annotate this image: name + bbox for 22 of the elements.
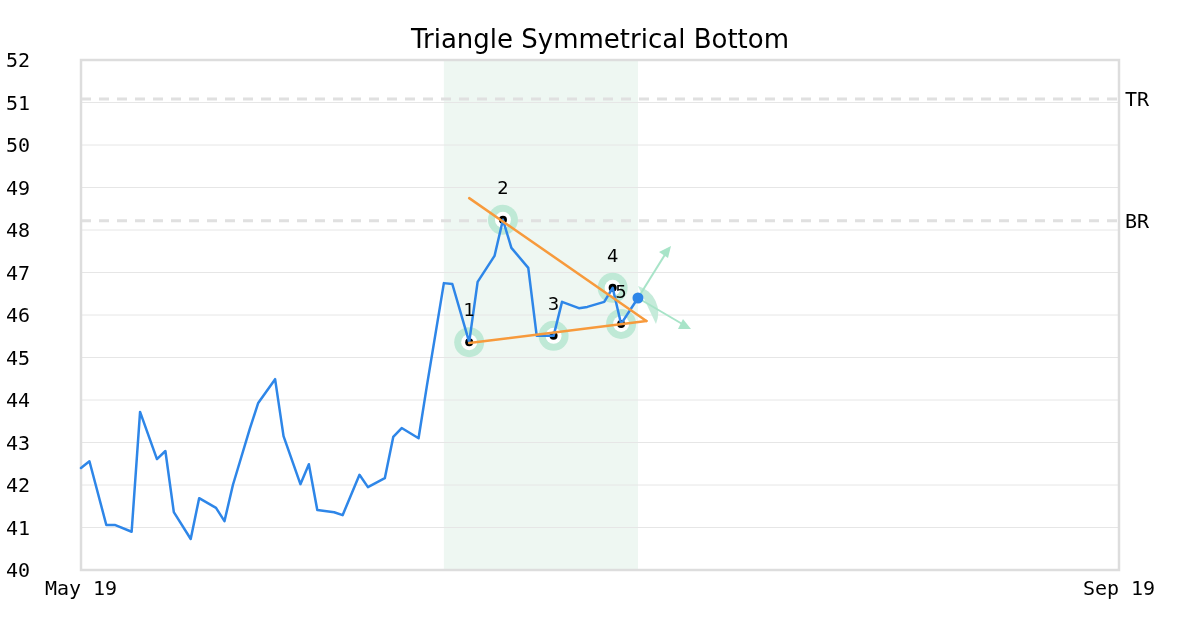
y-tick-label: 44	[5, 388, 31, 412]
x-tick-label: Sep 19	[1082, 576, 1156, 600]
y-tick-label: 51	[5, 90, 31, 115]
annotation: 5	[615, 280, 627, 302]
y-tick-label: 43	[5, 430, 31, 455]
y-tick-label: 42	[5, 473, 31, 497]
annotation: 4	[606, 244, 619, 266]
annotation: 3	[547, 292, 560, 314]
y-tick-label: 41	[5, 515, 31, 540]
y-tick-label: 46	[5, 303, 31, 327]
chart-title: Triangle Symmetrical Bottom	[409, 24, 790, 54]
ref-line-label: TR	[1125, 87, 1151, 112]
ref-line-label: BR	[1125, 208, 1151, 233]
y-tick-label: 50	[5, 133, 31, 157]
annotation: 2	[497, 176, 509, 198]
y-tick-label: 52	[5, 48, 31, 72]
y-tick-label: 47	[5, 260, 31, 285]
y-tick-label: 48	[5, 218, 31, 242]
y-tick-label: 45	[5, 345, 31, 370]
x-tick-label: May 19	[44, 576, 118, 600]
y-tick-label: 40	[5, 558, 31, 582]
y-tick-label: 49	[5, 175, 31, 200]
